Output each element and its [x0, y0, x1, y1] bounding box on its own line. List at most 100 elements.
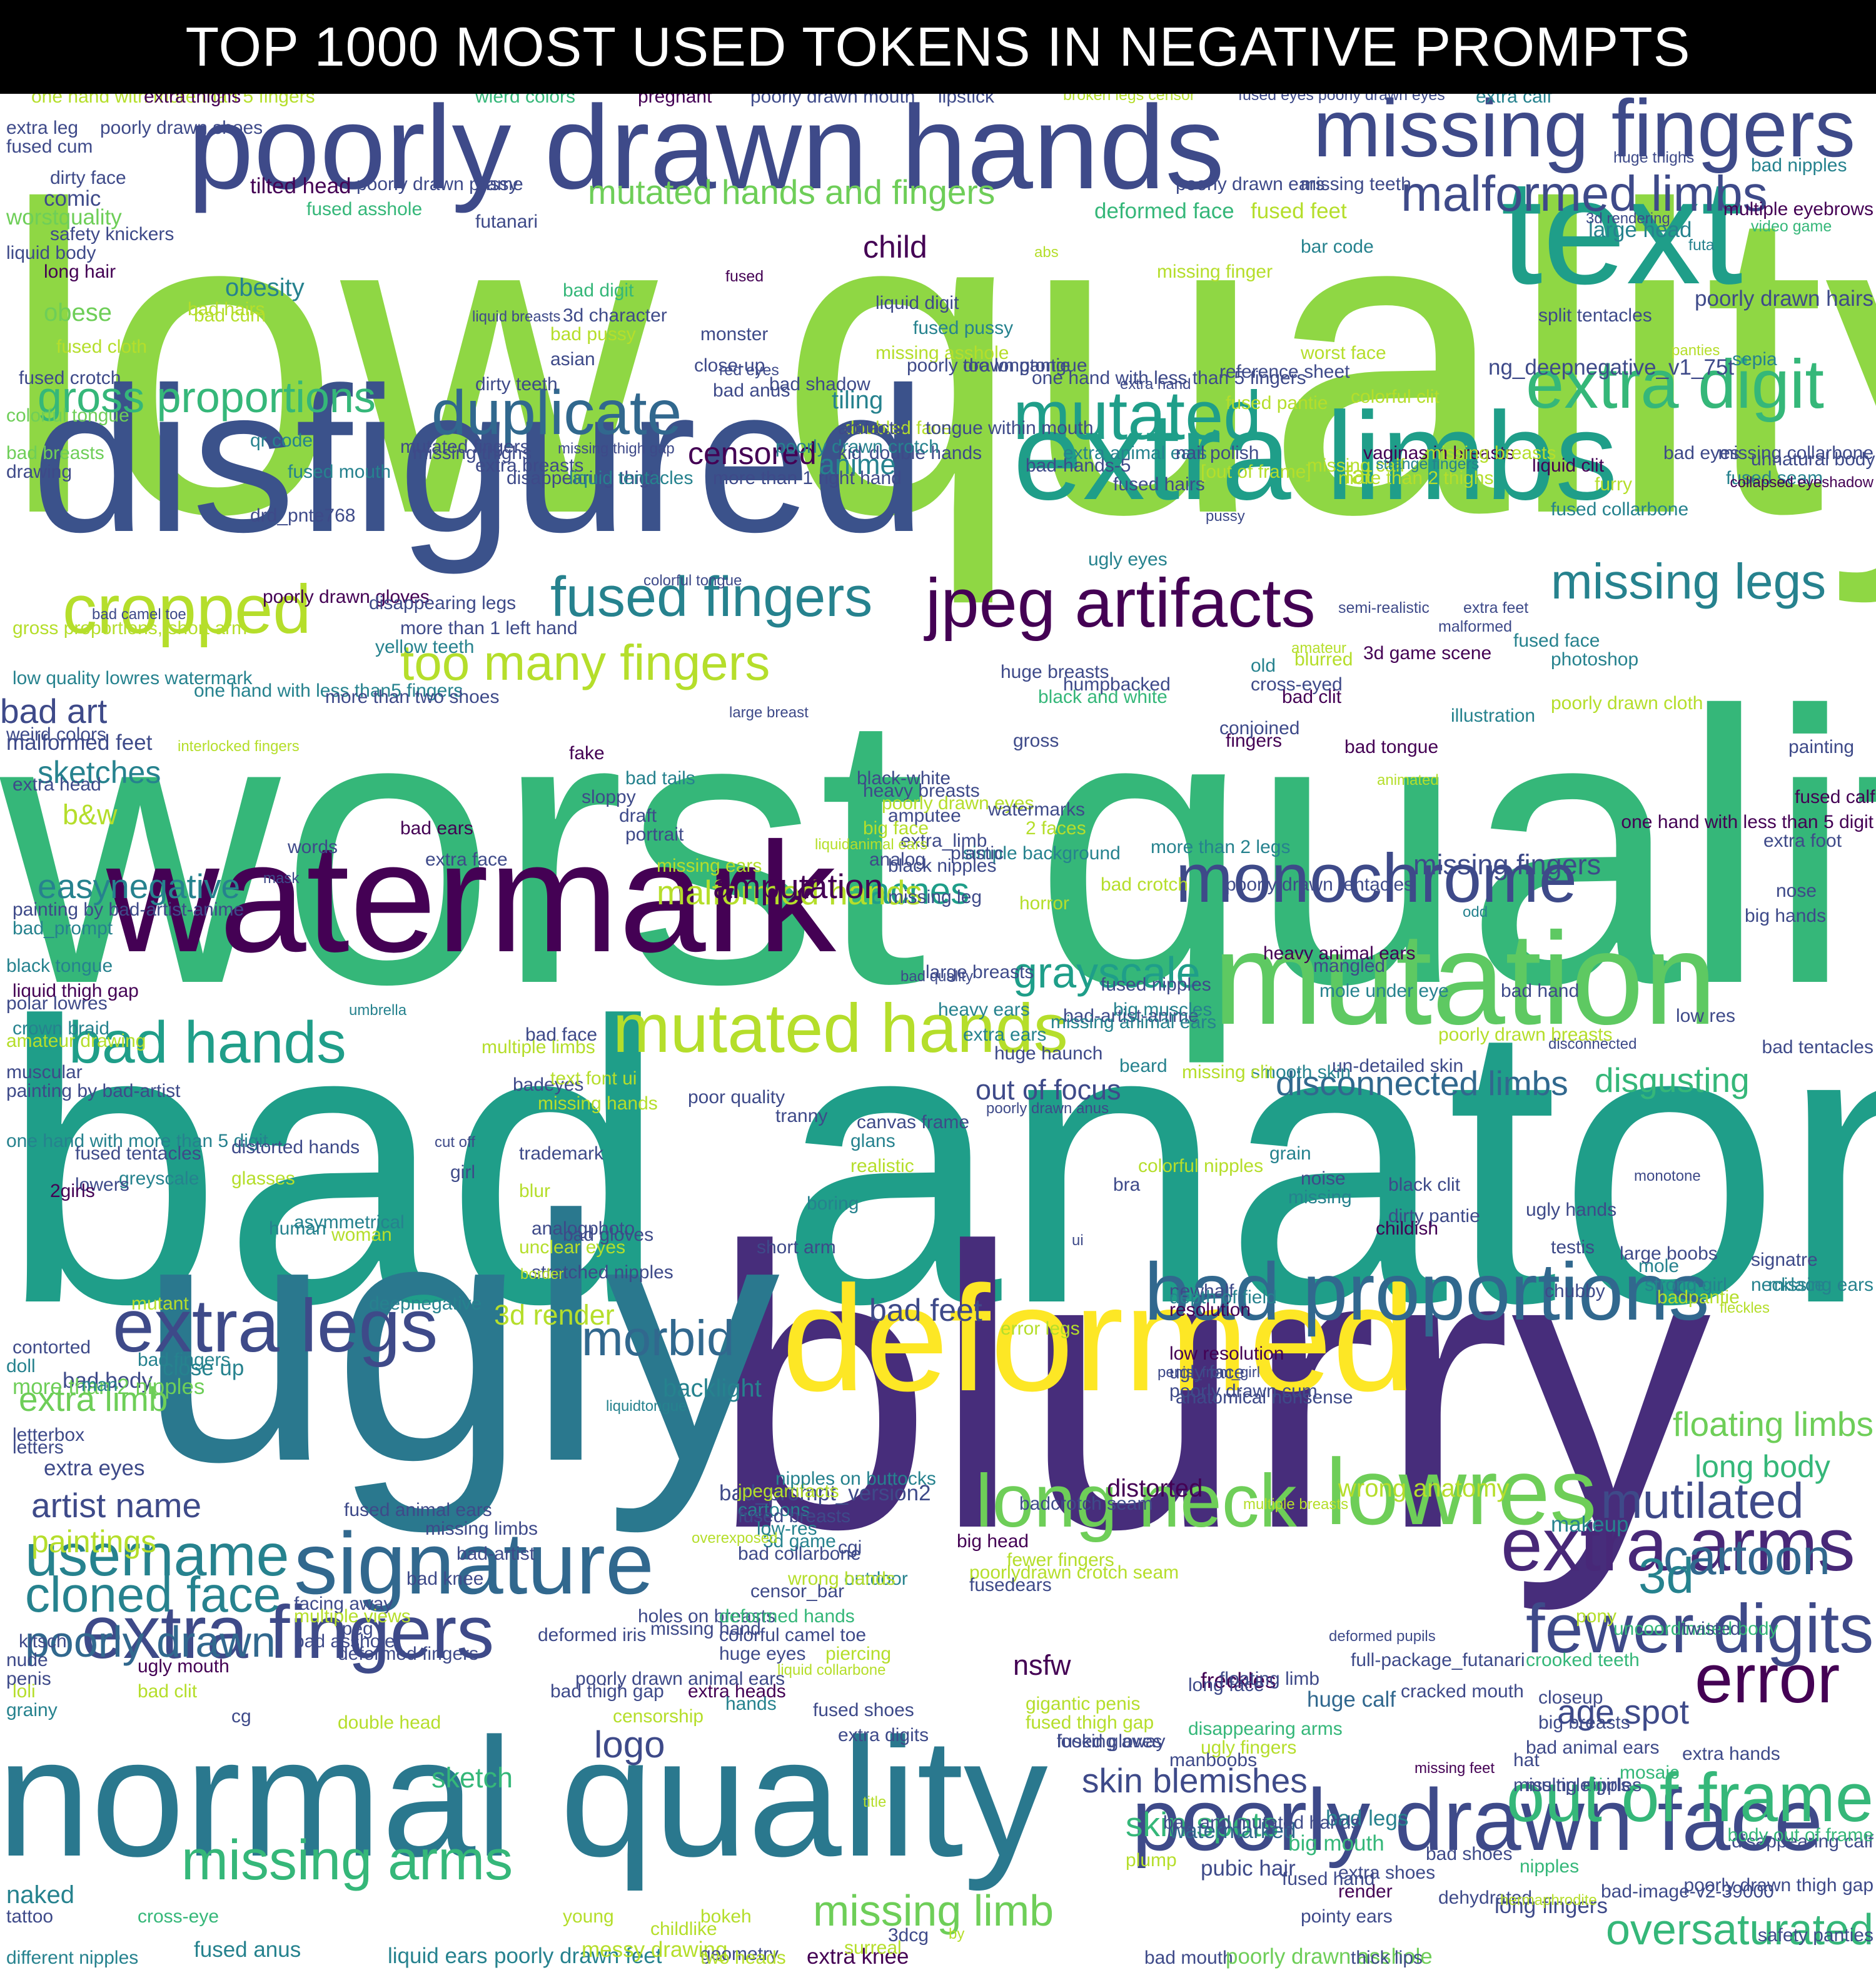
- cloud-word: childlike: [650, 1919, 717, 1939]
- cloud-word: reference sheet: [1219, 361, 1350, 382]
- cloud-word: oversaturated: [1605, 1905, 1873, 1954]
- cloud-word: naked: [6, 1881, 74, 1909]
- cloud-word: wrong anatomy: [1338, 1475, 1510, 1502]
- cloud-word: username: [25, 1522, 290, 1589]
- cloud-word: colorful tongue: [643, 572, 742, 589]
- cloud-word: body out of frame: [1727, 1825, 1873, 1846]
- cloud-word: bad knee: [406, 1568, 484, 1589]
- cloud-word: sketches: [38, 755, 161, 790]
- cloud-word: mutated hands: [613, 990, 1068, 1067]
- cloud-word: deformed fingers: [338, 1644, 479, 1664]
- cloud-word: stretched nipples: [532, 1262, 673, 1283]
- cloud-word: fused pussy: [913, 318, 1014, 338]
- cloud-word: malformed: [1438, 618, 1513, 635]
- cloud-word: tongue within mouth: [925, 418, 1094, 438]
- cloud-word: colorful tongue: [6, 405, 129, 426]
- cloud-word: by: [949, 1926, 965, 1942]
- cloud-word: twisted: [1682, 1619, 1741, 1639]
- cloud-word: disappearing calf: [1732, 1831, 1873, 1852]
- cloud-word: fused face: [1513, 630, 1600, 651]
- cloud-word: amateur drawing: [6, 1031, 146, 1051]
- cloud-word: disappearing arms: [1188, 1719, 1343, 1739]
- cloud-word: painting: [1788, 737, 1855, 757]
- cloud-word: amputation: [713, 867, 884, 906]
- cloud-word: missing arms: [181, 1829, 513, 1892]
- cloud-word: close-up: [694, 355, 765, 376]
- cloud-word: deformed pupils: [1329, 1628, 1436, 1645]
- cloud-word: fused anus: [194, 1937, 301, 1962]
- cloud-word: amputee: [888, 806, 961, 826]
- cloud-word: poorly drawn feet: [494, 1944, 662, 1968]
- cloud-word: pubic hair: [1201, 1856, 1296, 1881]
- cloud-word: morbid: [582, 1310, 735, 1366]
- cloud-word: canvas frame: [857, 1112, 970, 1133]
- cloud-word: doll: [6, 1356, 36, 1376]
- cloud-word: man: [81, 1375, 118, 1395]
- cloud-word: hat: [1513, 1750, 1540, 1770]
- cloud-word: more than 1 right hand: [713, 468, 902, 488]
- cloud-word: closeup: [1538, 1687, 1603, 1708]
- cloud-word: letters: [13, 1437, 64, 1458]
- cloud-word: disappearing thigh: [507, 468, 660, 488]
- cloud-word: missing teeth: [1301, 174, 1411, 194]
- cloud-word: bad hands: [69, 1009, 346, 1076]
- cloud-word: more than 1 left hand: [400, 618, 578, 639]
- cloud-word: bad quality: [900, 968, 974, 985]
- cloud-word: geometry: [700, 1944, 779, 1964]
- cloud-word: anime: [819, 448, 896, 480]
- cloud-word: obese: [44, 299, 112, 326]
- cloud-word: cross-eye: [138, 1906, 219, 1927]
- cloud-word: facing away: [294, 1594, 393, 1614]
- cloud-word: strange fingers: [1376, 455, 1480, 473]
- cloud-word: bad tails: [625, 768, 695, 789]
- cloud-word: more than two shoes: [325, 687, 500, 707]
- cloud-word: cracked mouth: [1401, 1681, 1524, 1702]
- cloud-word: childish: [1376, 1218, 1439, 1239]
- cloud-word: necklace: [1751, 1275, 1825, 1295]
- cloud-word: penis: [6, 1669, 51, 1689]
- cloud-word: bad cum: [194, 305, 266, 326]
- cloud-word: big head: [957, 1531, 1029, 1552]
- cloud-word: girl: [450, 1162, 476, 1183]
- cloud-word: missing nipples: [1513, 1775, 1642, 1796]
- cloud-word: bad gloves: [563, 1225, 654, 1245]
- cloud-word: fat: [1344, 462, 1373, 489]
- cloud-word: extra legs: [113, 1284, 438, 1368]
- cloud-word: bad fingers: [138, 1350, 231, 1370]
- cloud-word: huge thighs: [1613, 149, 1695, 166]
- cloud-word: floating limb: [1219, 1669, 1320, 1689]
- cloud-word: badcrotch seam: [1019, 1493, 1153, 1514]
- cloud-word: too many fingers: [400, 635, 770, 690]
- cloud-word: bad hand: [1501, 981, 1580, 1001]
- cloud-word: painting by bad-artist: [6, 1081, 181, 1101]
- cloud-word: weird colors: [6, 724, 107, 745]
- cloud-word: grain: [1269, 1143, 1311, 1164]
- cloud-word: low res: [1676, 1006, 1736, 1026]
- cloud-word: poorly drawn asshole: [1226, 1944, 1433, 1969]
- cloud-word: bad collarbone: [738, 1543, 861, 1564]
- cloud-word: extra head: [13, 774, 101, 795]
- cloud-word: furry: [1595, 474, 1632, 495]
- cloud-word: extra fingers: [81, 1590, 495, 1674]
- cloud-word: poorly drawn pussy: [356, 174, 518, 194]
- cloud-word: poorly drawn tentacles: [1226, 874, 1414, 895]
- cloud-word: more than 2 legs: [1151, 837, 1291, 857]
- cloud-word: mutated fingers: [400, 437, 530, 457]
- cloud-word: ugly mouth: [138, 1656, 229, 1677]
- cloud-word: overexposed: [692, 1530, 778, 1547]
- cloud-word: missing breasts: [1426, 443, 1556, 463]
- cloud-word: poorly drawn: [25, 1617, 276, 1666]
- cloud-word: bad shadow: [769, 374, 870, 395]
- cloud-word: 2 faces: [1026, 818, 1086, 839]
- cloud-word: unclear eyes: [519, 1237, 626, 1258]
- cloud-word: deepnegative: [369, 1293, 482, 1314]
- cloud-word: censored: [688, 436, 817, 471]
- cloud-word: distorted: [1107, 1475, 1203, 1502]
- cloud-word: gross proportions, short arm: [13, 618, 248, 639]
- cloud-word: long hair: [44, 261, 116, 282]
- cloud-word: noise: [1301, 1168, 1346, 1189]
- cloud-word: poorly drawn face: [1132, 1770, 1823, 1869]
- cloud-word: anatomical nonsense: [1176, 1387, 1353, 1408]
- cloud-word: missing legs: [1551, 553, 1827, 609]
- cloud-word: red eyes: [719, 361, 779, 379]
